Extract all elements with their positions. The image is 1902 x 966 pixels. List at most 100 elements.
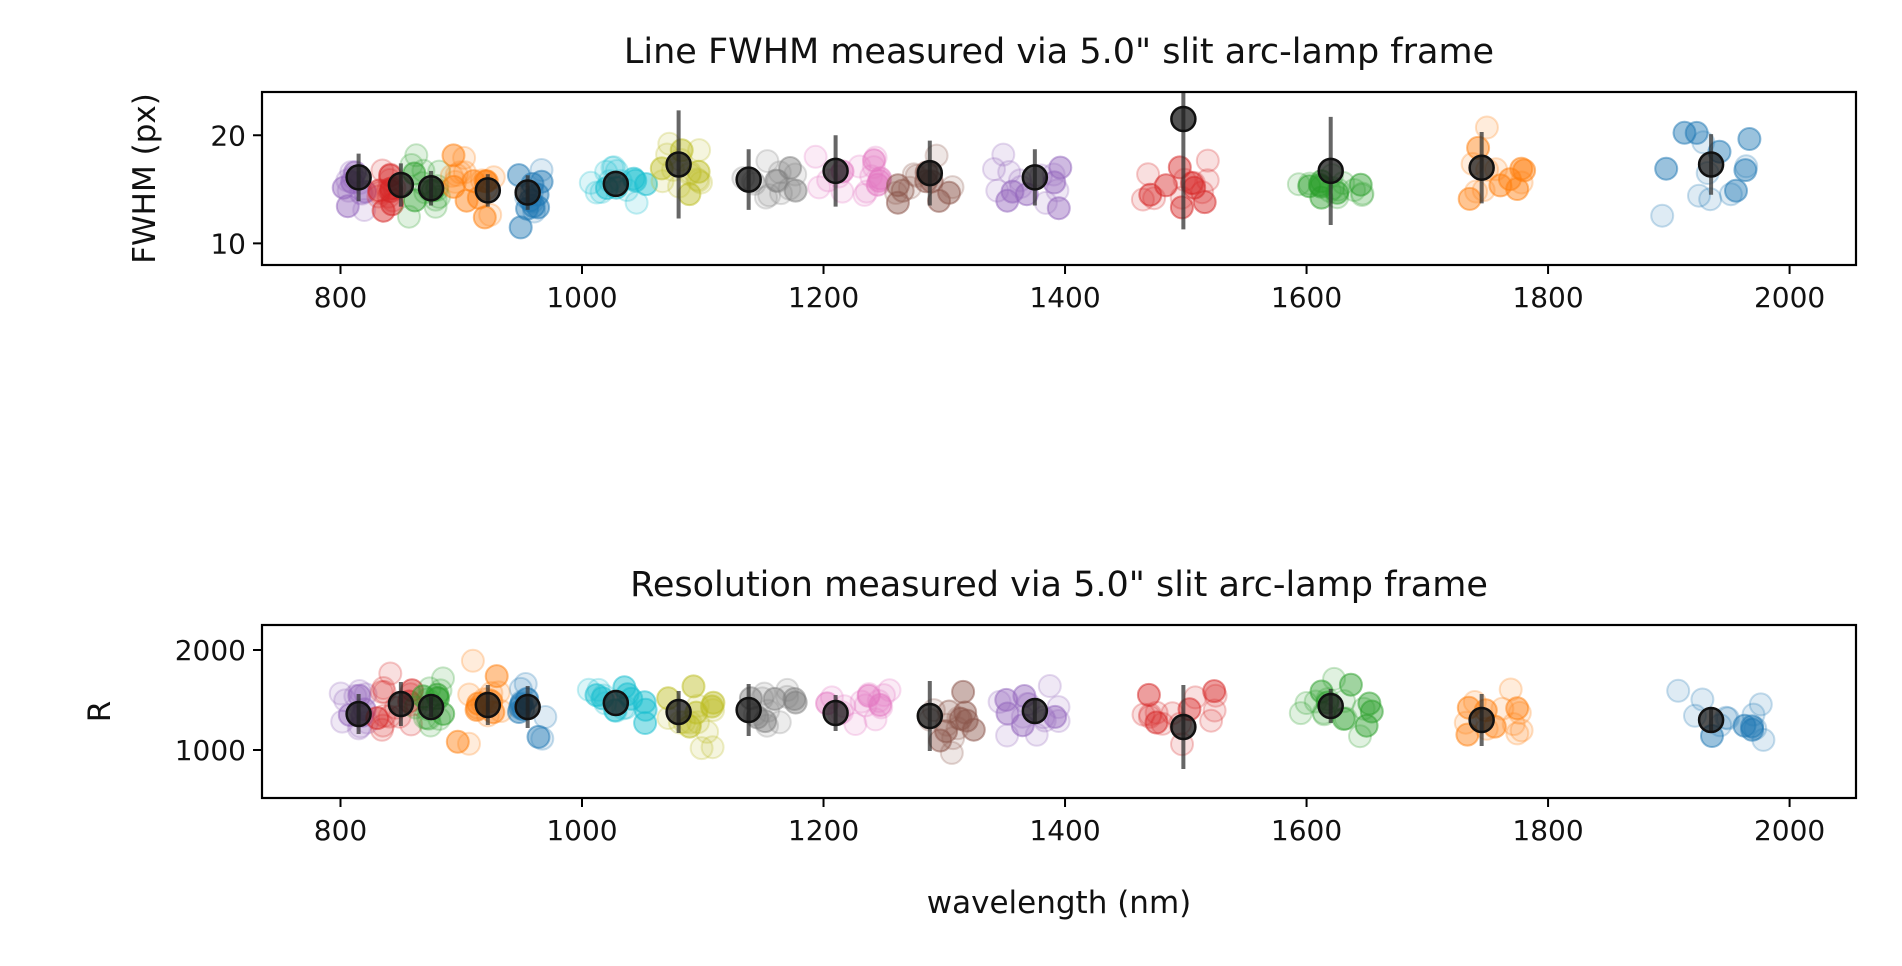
resolution-mean-marker [1317,692,1344,720]
fwhm-mean-marker [665,151,692,178]
fwhm-point [1195,168,1220,193]
fwhm-point [439,163,464,188]
fwhm-point [1154,173,1178,198]
fwhm-point [1142,186,1167,211]
resolution-mean-marker [735,696,762,724]
resolution-point [526,724,551,749]
resolution-point [1203,683,1228,708]
fwhm-point [1474,115,1499,140]
fwhm-point [1348,172,1373,197]
resolution-panel: Resolution measured via 5.0" slit arc-la… [82,565,1858,921]
resolution-point [857,682,881,707]
fwhm-point [335,194,360,219]
fwhm-point [1136,162,1161,187]
resolution-point [941,726,966,751]
resolution-point [995,723,1020,748]
fwhm-point [991,142,1016,167]
fwhm-point [1488,173,1513,198]
fwhm-point [995,188,1020,213]
resolution-point [369,679,394,704]
fwhm-mean-marker [1468,154,1495,181]
resolution-point [699,694,724,719]
resolution-point [695,719,720,744]
fwhm-point [862,148,886,173]
resolution-mean-marker [474,691,502,719]
fwhm-point [890,178,915,203]
fwhm-point [366,184,391,209]
resolution-y-axis-label: R [82,701,118,723]
resolution-point [1505,721,1530,746]
resolution-point [1740,717,1765,742]
resolution-mean-marker [345,700,372,728]
resolution-point [1501,712,1526,737]
fwhm-x-tick-label: 1200 [788,281,859,314]
resolution-point [1199,708,1224,733]
resolution-x-tick-label: 1600 [1271,814,1342,847]
resolution-x-tick-label: 1000 [546,814,617,847]
fwhm-mean-marker [1170,105,1197,133]
resolution-point [1509,718,1534,743]
fwhm-mean-marker [602,170,630,198]
fwhm-y-tick-label: 10 [210,227,246,260]
resolution-point [1505,696,1530,721]
resolution-mean-marker [1021,697,1049,725]
resolution-point [633,697,658,722]
resolution-point [866,689,891,713]
resolution-mean-marker [665,698,692,726]
fwhm-x-tick-label: 800 [314,281,367,314]
fwhm-mean-marker [1317,157,1344,185]
fwhm-point [807,175,832,200]
resolution-point [1037,674,1062,698]
fwhm-point [769,181,793,206]
resolution-point [775,684,800,709]
fwhm-point [1672,120,1697,145]
fwhm-mean-marker [417,174,445,202]
resolution-x-tick-label: 1800 [1512,814,1583,847]
resolution-point [378,661,403,686]
resolution-point [460,648,485,673]
resolution-mean-marker [1170,713,1197,741]
resolution-point [700,735,725,760]
fwhm-plot-frame [260,90,1858,267]
resolution-point [1046,709,1071,733]
resolution-point [1288,701,1313,726]
resolution-point [843,712,868,736]
resolution-point [1322,666,1347,691]
fwhm-point [982,157,1006,182]
fwhm-point [937,180,962,205]
fwhm-point [755,149,780,174]
fwhm-point [757,183,782,208]
resolution-point [431,666,455,691]
fwhm-point [634,172,659,197]
resolution-point [868,693,893,717]
fwhm-point [1733,158,1758,183]
resolution-point [1357,691,1382,716]
fwhm-point [1737,127,1762,151]
fwhm-point [370,158,395,183]
resolution-point [951,679,976,704]
fwhm-point [371,198,396,223]
fwhm-point [1190,180,1215,205]
fwhm-point [650,169,675,194]
resolution-point [1136,682,1161,707]
fwhm-point [1048,155,1073,180]
fwhm-point [1687,183,1711,208]
fwhm-point [578,170,603,195]
resolution-point [1666,678,1691,703]
resolution-point [576,677,601,702]
fwhm-point [1130,187,1155,212]
resolution-point [853,693,878,718]
resolution-point [755,713,780,738]
resolution-mean-marker [602,689,630,717]
fwhm-y-axis: 10 20 [210,119,262,260]
fwhm-x-axis: 800 1000 1200 1400 1600 1800 2000 [314,265,1825,314]
resolution-scatter-points [328,648,1776,765]
resolution-point [872,683,896,708]
resolution-mean-marker [387,690,415,718]
fwhm-point [803,144,828,169]
resolution-point [767,710,792,735]
resolution-mean-marker [1697,706,1725,734]
fwhm-x-tick-label: 1600 [1271,281,1342,314]
fwhm-point [997,160,1022,184]
resolution-mean-marker [822,699,849,727]
